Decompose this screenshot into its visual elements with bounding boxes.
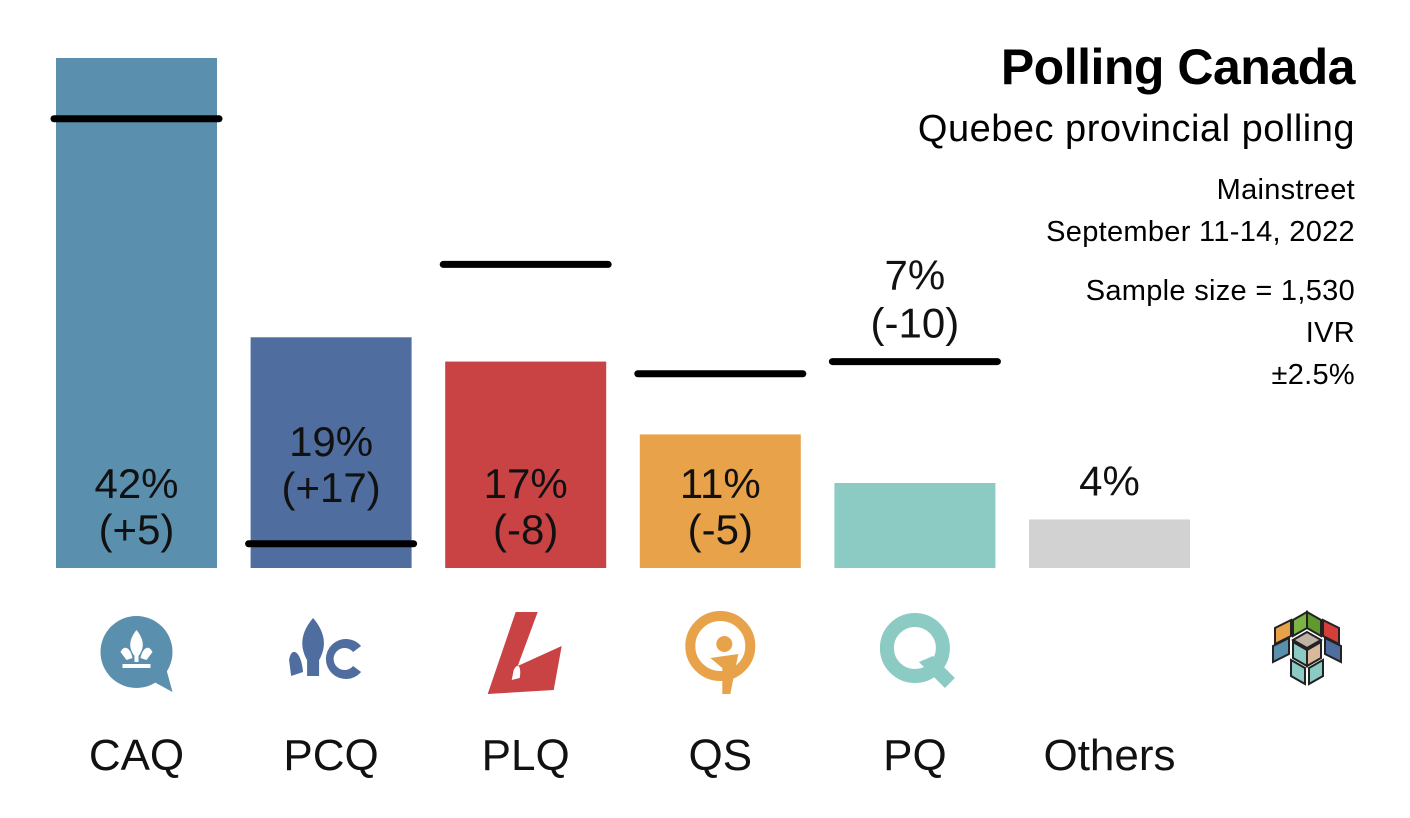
poll-method: IVR bbox=[1305, 317, 1355, 349]
pq-logo-icon bbox=[879, 613, 955, 688]
change-label-pcq: (+17) bbox=[281, 464, 380, 511]
poll-dates: September 11-14, 2022 bbox=[1046, 216, 1355, 248]
bar-qs bbox=[639, 434, 801, 568]
chart-subtitle: Quebec provincial polling bbox=[917, 108, 1355, 150]
change-label-plq: (-8) bbox=[493, 506, 558, 553]
polling-canada-logo-icon bbox=[1272, 610, 1342, 686]
bar-others bbox=[1029, 519, 1190, 568]
change-label-qs: (-5) bbox=[688, 506, 753, 553]
plq-logo-icon bbox=[487, 612, 562, 694]
category-label-others: Others bbox=[1043, 731, 1175, 780]
value-label-pq: 7% bbox=[885, 252, 946, 299]
category-label-pq: PQ bbox=[883, 731, 947, 780]
pcq-logo-icon bbox=[289, 618, 362, 679]
bar-plq bbox=[445, 361, 607, 568]
bar-caq bbox=[56, 58, 217, 568]
sample-size: Sample size = 1,530 bbox=[1085, 275, 1355, 307]
value-label-others: 4% bbox=[1079, 457, 1140, 504]
bar-pcq bbox=[250, 337, 412, 568]
category-label-pcq: PCQ bbox=[283, 731, 378, 780]
category-label-plq: PLQ bbox=[482, 731, 570, 780]
margin-of-error: ±2.5% bbox=[1271, 359, 1355, 391]
category-label-caq: CAQ bbox=[89, 731, 184, 780]
qs-logo-icon bbox=[685, 611, 756, 694]
value-label-qs: 11% bbox=[680, 460, 761, 507]
value-label-plq: 17% bbox=[484, 460, 568, 507]
chart-title: Polling Canada bbox=[1000, 39, 1356, 95]
pollster-name: Mainstreet bbox=[1216, 174, 1355, 206]
value-label-caq: 42% bbox=[94, 460, 178, 507]
change-label-pq: (-10) bbox=[871, 300, 960, 347]
change-label-caq: (+5) bbox=[99, 506, 175, 553]
bar-pq bbox=[834, 483, 996, 568]
value-label-pcq: 19% bbox=[289, 418, 373, 465]
caq-logo-icon bbox=[100, 616, 173, 692]
category-label-qs: QS bbox=[689, 731, 753, 780]
